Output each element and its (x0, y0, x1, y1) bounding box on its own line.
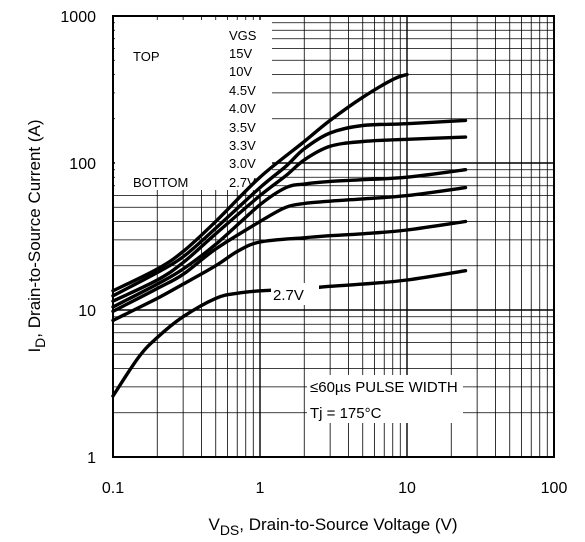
series-line-3-0v (111, 219, 468, 323)
plot-frame (112, 15, 555, 458)
y-axis-title: ID, Drain-to-Source Current (A) (25, 119, 48, 352)
series-line-4-5v (111, 135, 468, 303)
series-line-2-7v (111, 269, 468, 398)
legend-entry-3-5v: 3.5V (229, 120, 256, 135)
x-axis-title: VDS, Drain-to-Source Voltage (V) (208, 515, 457, 538)
x-tick-100: 100 (541, 480, 568, 497)
legend-top-label: TOP (133, 49, 160, 64)
legend-box (115, 20, 272, 190)
series-line-3-5v (111, 185, 468, 313)
legend-entry-4-5v: 4.5V (229, 83, 256, 98)
x-tick-0.1: 0.1 (102, 480, 124, 497)
pulse-width-annotation: ≤60µs PULSE WIDTH (310, 379, 458, 396)
legend-entry-2-7v: 2.7V (229, 175, 256, 190)
curve-label-2-7v: 2.7V (273, 287, 304, 304)
series-layer (111, 72, 468, 398)
x-tick-10: 10 (398, 480, 416, 497)
legend-entry-3-0v: 3.0V (229, 156, 256, 171)
legend-entry-3-3v: 3.3V (229, 138, 256, 153)
series-line-15v (111, 72, 409, 293)
y-tick-100: 100 (69, 156, 96, 173)
y-tick-1: 1 (87, 450, 96, 467)
curve-label-background (271, 283, 319, 305)
x-tick-1: 1 (256, 480, 265, 497)
legend-bottom-label: BOTTOM (133, 175, 188, 190)
y-tick-10: 10 (78, 303, 96, 320)
legend-entry-10v: 10V (229, 64, 252, 79)
series-line-4-0v (111, 168, 468, 309)
junction-temp-annotation: Tj = 175°C (310, 405, 382, 422)
series-line-10v (111, 118, 468, 298)
pulse-annotation-background (307, 375, 463, 423)
y-tick-1000: 1000 (60, 9, 96, 26)
legend-entry-4-0v: 4.0V (229, 101, 256, 116)
legend-header: VGS (229, 28, 257, 43)
legend-entry-15v: 15V (229, 46, 252, 61)
